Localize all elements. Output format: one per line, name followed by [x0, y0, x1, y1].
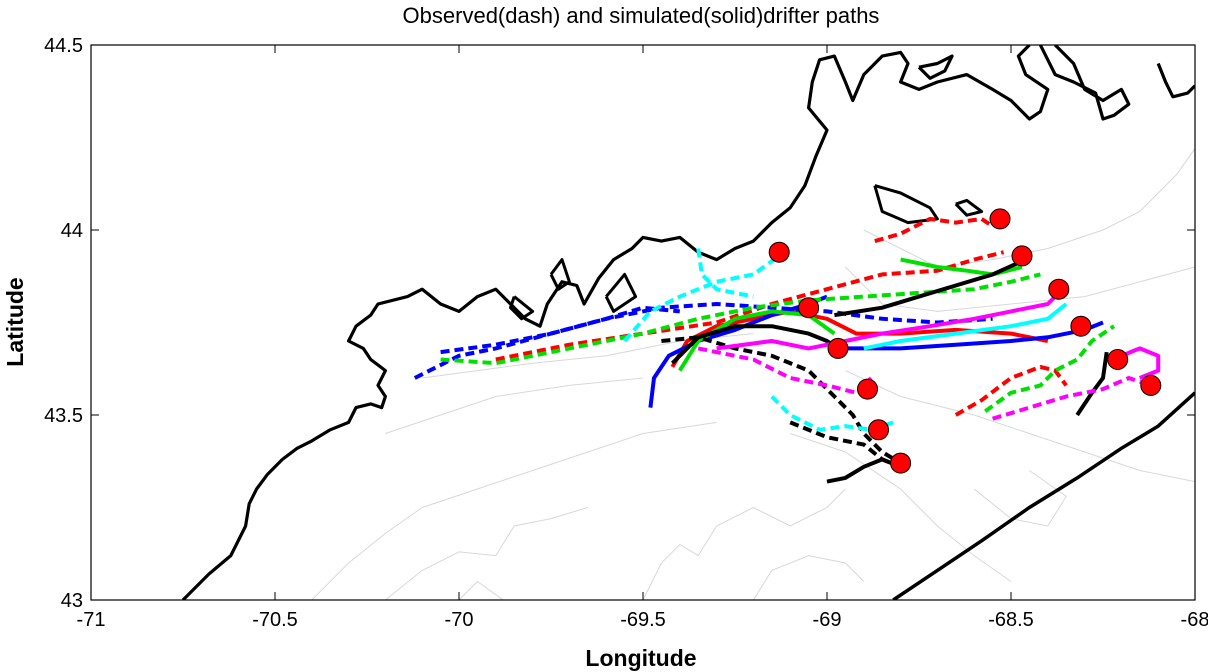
start-marker-1: [989, 208, 1011, 230]
coastline: [181, 45, 1195, 600]
y-tick-label: 43.5: [44, 405, 83, 427]
start-marker-0: [768, 241, 790, 263]
bathymetry-contour-6: [385, 377, 644, 434]
island-outline-3: [954, 198, 984, 217]
simulated-path-23: [716, 287, 1064, 351]
simulated-path-21: [863, 302, 1068, 351]
bathymetry-contour-3: [642, 488, 846, 600]
observed-path-4: [413, 302, 993, 380]
x-axis-title: Longitude: [585, 645, 696, 671]
simulated-path-16: [826, 457, 902, 484]
observed-path-18: [623, 254, 781, 343]
x-tick-label: -68.5: [988, 609, 1034, 631]
start-marker-3: [1048, 278, 1070, 300]
coastline-segment-3: [917, 54, 954, 80]
plot-area: [91, 45, 1195, 600]
coastline-segment-0: [181, 45, 1050, 600]
x-tick-label: -70: [445, 609, 474, 631]
start-marker-7: [857, 378, 878, 400]
bathymetry-contour-7: [863, 148, 1195, 268]
observed-path-5: [440, 305, 681, 355]
observed-path-19: [696, 248, 754, 299]
observed-path-11: [984, 324, 1116, 413]
y-axis-ticks: 43 43.5 44 44.5: [44, 35, 1195, 612]
x-tick-label: -68: [1181, 609, 1208, 631]
simulated-path-17: [1075, 351, 1109, 417]
start-marker-4: [1070, 315, 1092, 337]
observed-path-24: [992, 376, 1152, 421]
y-tick-label: 43: [61, 590, 83, 612]
shelf-edge-line: [892, 391, 1195, 600]
bathymetry-contour-4: [752, 555, 865, 600]
start-marker-6: [827, 337, 849, 359]
drifter-start-markers: [768, 208, 1162, 474]
bathymetry-contour-10: [790, 433, 1012, 582]
simulated-path-9: [678, 309, 836, 372]
bathymetry-contour-2: [458, 580, 504, 600]
bathymetry-contour-9: [845, 370, 1195, 483]
start-marker-5: [798, 297, 820, 319]
x-tick-label: -69: [813, 609, 842, 631]
bathymetry-contour-0: [311, 421, 717, 600]
coastline-segment-1: [1038, 45, 1131, 121]
x-axis-ticks: -71 -70.5 -70 -69.5 -69 -68.5 -68: [77, 45, 1208, 631]
x-tick-label: -70.5: [252, 609, 298, 631]
observed-path-2: [874, 216, 994, 244]
x-tick-label: -69.5: [620, 609, 666, 631]
island-outline-2: [873, 184, 939, 225]
bathymetry-contour-8: [845, 266, 1195, 312]
y-tick-label: 44: [61, 220, 83, 242]
island-outline-4: [509, 295, 535, 321]
y-axis-title: Latitude: [2, 277, 28, 366]
start-marker-2: [1011, 245, 1033, 267]
y-tick-label: 44.5: [44, 35, 83, 57]
coastline-segment-2: [1156, 62, 1195, 99]
start-marker-10: [1107, 349, 1129, 370]
island-outline-0: [604, 272, 638, 313]
bathymetry-contours: [311, 148, 1195, 600]
island-outline-1: [549, 258, 571, 291]
start-marker-8: [890, 452, 912, 474]
simulated-path-25: [1120, 346, 1161, 380]
simulated-path-13: [670, 324, 840, 365]
start-marker-11: [868, 419, 889, 441]
bathymetry-contour-1: [385, 507, 588, 600]
simulated-path-14: [834, 257, 1027, 318]
chart-title: Observed(dash) and simulated(solid)drift…: [403, 3, 880, 28]
bathymetry-contour-11: [973, 470, 1067, 527]
observed-path-8: [440, 272, 1041, 366]
start-marker-9: [1140, 374, 1162, 396]
observed-path-3: [954, 364, 1068, 417]
x-tick-label: -71: [77, 609, 106, 631]
observed-path-15: [789, 420, 902, 469]
